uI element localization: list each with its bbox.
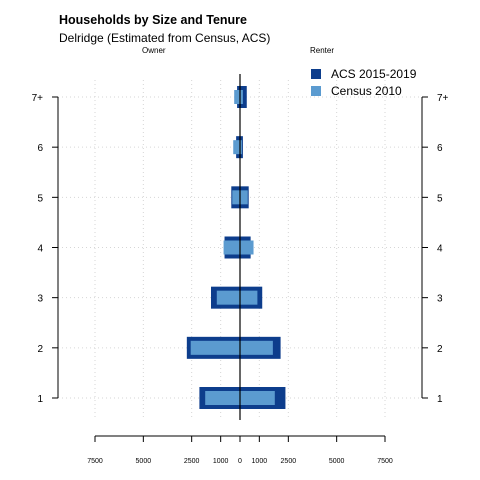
y-tick-label-right: 4 — [437, 244, 443, 255]
bar-renter-census — [240, 90, 243, 104]
axes-layer: 1 1 2 2 3 3 4 4 5 5 6 6 7+ 7+ 7500 5000 2500 1000 0 1000 250… — [32, 74, 449, 465]
bar-owner-census — [205, 391, 240, 405]
bar-renter-census — [240, 391, 275, 405]
bar-renter-census — [240, 240, 254, 255]
x-tick-label: 0 — [238, 458, 242, 465]
bars-layer — [186, 86, 286, 409]
y-tick-label-right: 3 — [437, 294, 443, 305]
bar-owner-census — [233, 140, 240, 155]
y-tick-label-left: 5 — [37, 193, 43, 204]
y-tick-label-right: 6 — [437, 143, 443, 154]
legend-swatch-census — [311, 86, 321, 96]
x-tick-label: 7500 — [377, 458, 393, 465]
y-tick-label-right: 5 — [437, 193, 443, 204]
y-tick-label-right: 7+ — [437, 93, 449, 104]
y-tick-label-left: 1 — [37, 394, 43, 405]
bar-owner-census — [232, 190, 240, 205]
x-tick-label: 5000 — [329, 458, 345, 465]
x-tick-label: 1000 — [213, 458, 229, 465]
x-tick-label: 1000 — [252, 458, 268, 465]
legend-item-acs: ACS 2015-2019 — [311, 66, 416, 82]
legend-label-census: Census 2010 — [331, 84, 402, 98]
x-tick-label: 5000 — [136, 458, 152, 465]
y-tick-label-right: 2 — [437, 344, 443, 355]
renter-side-label: Renter — [310, 46, 335, 55]
x-tick-label: 7500 — [87, 458, 103, 465]
bar-owner-census — [216, 290, 240, 305]
x-tick-label: 2500 — [184, 458, 200, 465]
bar-renter-census — [240, 140, 242, 155]
legend-label-acs: ACS 2015-2019 — [331, 67, 417, 81]
y-tick-label-left: 6 — [37, 143, 43, 154]
legend-swatch-acs — [311, 69, 321, 79]
bar-renter-census — [240, 290, 258, 305]
y-tick-label-left: 3 — [37, 294, 43, 305]
bar-owner-census — [190, 340, 240, 355]
chart-title: Households by Size and Tenure — [59, 13, 247, 27]
chart-subtitle: Delridge (Estimated from Census, ACS) — [59, 31, 271, 45]
y-tick-label-left: 4 — [37, 244, 43, 255]
chart-legend: ACS 2015-2019 Census 2010 — [311, 66, 416, 100]
legend-item-census: Census 2010 — [311, 83, 416, 99]
y-tick-label-right: 1 — [437, 394, 443, 405]
grid-layer — [58, 80, 422, 420]
y-tick-label-left: 2 — [37, 344, 43, 355]
bar-owner-census — [223, 240, 240, 255]
bar-renter-acs — [240, 86, 247, 108]
bar-renter-census — [240, 340, 273, 355]
y-tick-label-left: 7+ — [32, 93, 44, 104]
x-tick-label: 2500 — [281, 458, 297, 465]
owner-side-label: Owner — [142, 46, 166, 55]
bar-renter-census — [240, 190, 248, 205]
bar-owner-census — [234, 90, 240, 104]
